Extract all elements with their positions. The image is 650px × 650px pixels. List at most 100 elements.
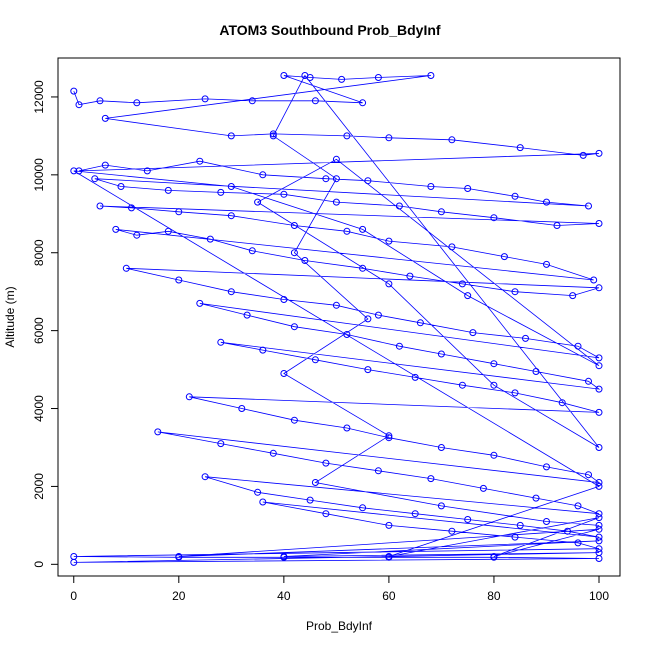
data-point (359, 99, 367, 107)
data-point (280, 553, 288, 560)
data-point (201, 95, 209, 103)
x-axis: 0 20 40 60 80 100 (70, 575, 609, 603)
data-point (201, 473, 209, 481)
data-point (464, 292, 472, 300)
x-tick-label: 20 (172, 589, 186, 603)
data-point (290, 249, 298, 257)
data-point (427, 72, 435, 79)
data-point (385, 553, 393, 560)
data-point (359, 504, 367, 512)
data-point (175, 553, 183, 560)
data-point (595, 385, 603, 393)
data-point (332, 175, 340, 183)
data-point (343, 331, 351, 338)
x-axis-label: Prob_BdyInf (306, 619, 373, 633)
data-point (206, 235, 214, 243)
data-point (448, 243, 456, 251)
data-point (595, 444, 603, 451)
y-tick-label: 10000 (32, 158, 46, 192)
data-point (490, 360, 498, 368)
data-point (585, 202, 592, 210)
data-point (385, 434, 393, 442)
data-point (117, 183, 125, 190)
x-tick-label: 40 (277, 589, 291, 603)
data-point (479, 484, 487, 492)
y-tick-label: 8000 (32, 239, 46, 266)
data-point (343, 424, 351, 432)
data-point (343, 227, 351, 235)
data-point (322, 175, 330, 183)
data-point (385, 521, 393, 529)
x-tick-label: 100 (589, 589, 609, 603)
data-point (448, 136, 456, 144)
data-point (96, 97, 104, 105)
data-point (238, 405, 246, 412)
data-point (227, 288, 235, 296)
data-point (280, 72, 288, 79)
data-point (595, 354, 603, 362)
data-point (595, 549, 603, 557)
data-point (437, 444, 445, 451)
data-point (385, 237, 393, 245)
data-point (254, 488, 262, 496)
data-point (290, 222, 298, 229)
data-point (543, 198, 550, 206)
data-point (128, 204, 135, 212)
data-point (553, 222, 561, 229)
data-point (427, 475, 435, 483)
data-point (290, 416, 298, 424)
data-point (595, 362, 603, 370)
data-point (595, 510, 603, 518)
data-point (595, 482, 603, 490)
data-point (516, 521, 524, 529)
data-point (122, 264, 130, 272)
data-point (590, 276, 598, 284)
data-point (595, 545, 603, 553)
data-point (248, 97, 256, 105)
data-point (595, 521, 603, 529)
data-point (374, 467, 382, 475)
data-point (75, 167, 83, 175)
data-point (101, 161, 109, 169)
data-point (101, 114, 109, 122)
data-point (133, 231, 141, 239)
data-point (516, 144, 524, 152)
data-point (143, 167, 151, 175)
data-point (96, 202, 104, 210)
data-point (532, 368, 540, 375)
data-point (395, 202, 403, 210)
data-point (427, 183, 435, 190)
data-point (311, 479, 319, 486)
data-point (385, 432, 393, 440)
data-point (175, 276, 183, 284)
data-point (574, 342, 582, 350)
data-point (259, 171, 267, 179)
data-point (332, 301, 340, 309)
data-point (374, 74, 382, 81)
data-point (306, 496, 314, 504)
data-point (411, 510, 419, 518)
data-point (70, 167, 78, 175)
data-point (458, 381, 466, 389)
data-point (437, 208, 445, 216)
data-point (301, 72, 309, 79)
y-tick-label: 4000 (32, 395, 46, 422)
series-layer (70, 72, 603, 566)
data-point (359, 264, 367, 272)
data-point (574, 502, 582, 510)
data-point (595, 149, 603, 157)
data-point (280, 370, 288, 377)
x-tick-label: 0 (70, 589, 77, 603)
data-point (490, 451, 498, 459)
y-tick-label: 2000 (32, 473, 46, 500)
data-point (185, 393, 193, 401)
data-point (364, 366, 372, 374)
data-point (490, 381, 498, 389)
data-point (332, 155, 340, 163)
data-point (374, 311, 382, 319)
data-point (322, 510, 330, 518)
data-point (227, 212, 235, 220)
y-tick-label: 12000 (32, 80, 46, 114)
data-point (595, 537, 603, 545)
chart-title: ATOM3 Southbound Prob_BdyInf (219, 22, 440, 38)
